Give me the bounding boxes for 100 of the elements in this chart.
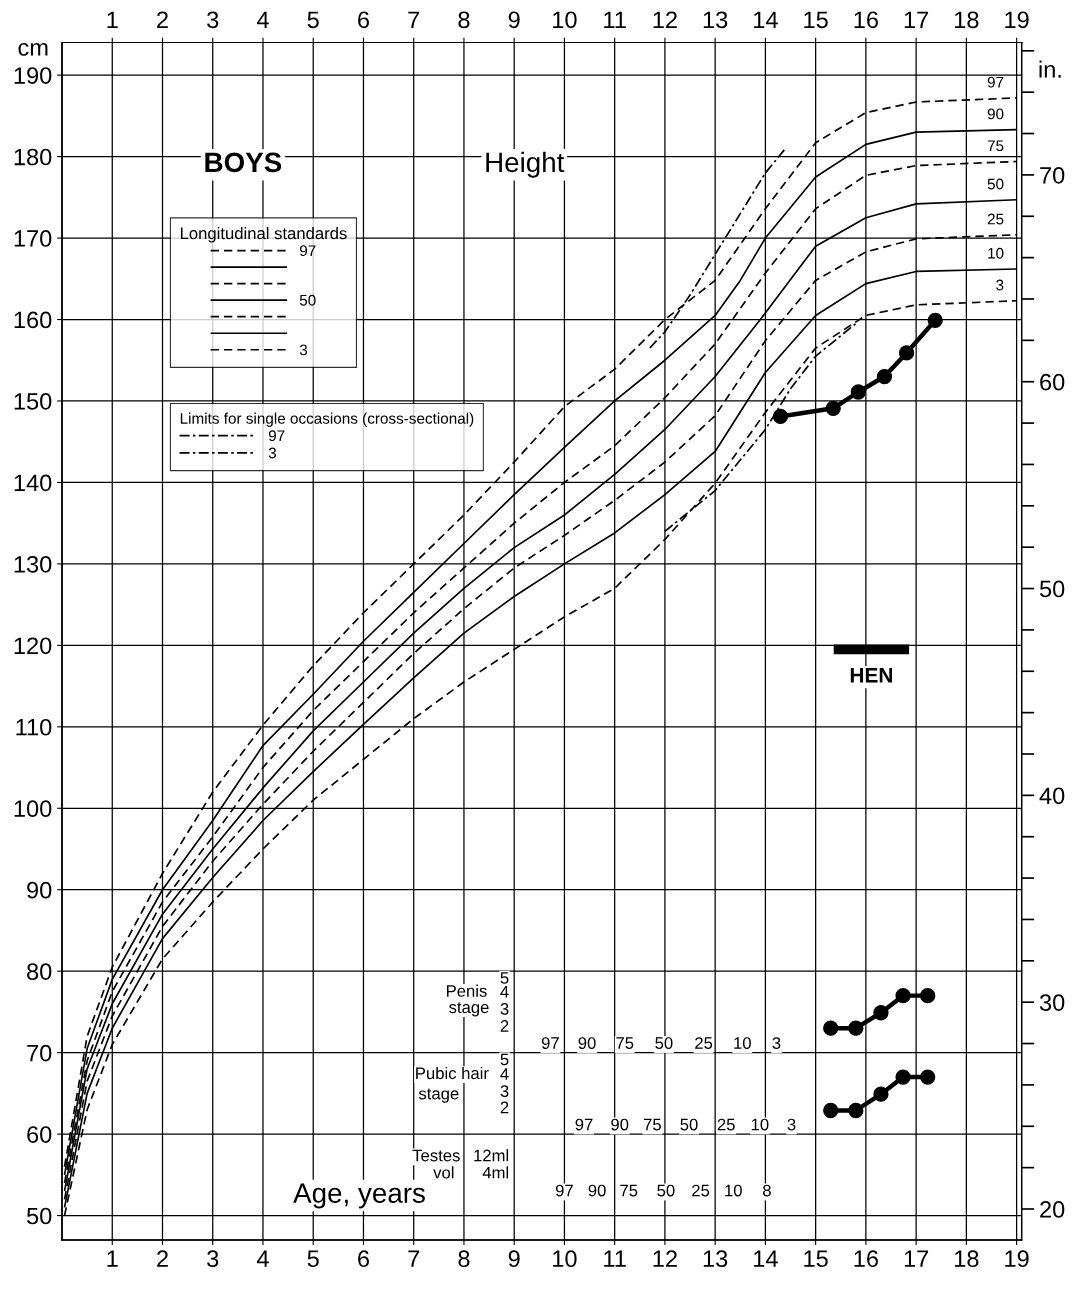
annotation: 3	[772, 1037, 781, 1049]
annotation: stage	[449, 1002, 489, 1017]
y-tick-label: 190	[14, 67, 52, 84]
x2-tick-label: 5	[307, 11, 319, 29]
series-label: HEN	[850, 668, 892, 683]
annotation: 5	[500, 1053, 509, 1066]
x2-tick-label: 3	[207, 11, 219, 29]
annotation: Pubic hair	[416, 1066, 489, 1080]
annotation: 3	[996, 279, 1004, 291]
x-tick-label: 9	[508, 1250, 520, 1268]
x2-tick-label: 10	[553, 11, 577, 29]
y-tick-label: 180	[14, 148, 52, 166]
x-tick-label: 7	[408, 1250, 420, 1267]
y2-tick-label: 30	[1039, 994, 1065, 1011]
annotation: 2	[500, 1101, 509, 1114]
annotation: 25	[717, 1118, 735, 1131]
annotation: 50	[655, 1037, 673, 1049]
y-tick-label: 70	[27, 1044, 52, 1062]
x-tick-label: 5	[307, 1250, 319, 1268]
x-axis-title: Age, years	[293, 1183, 425, 1209]
x2-tick-label: 2	[157, 11, 168, 28]
annotation: 10	[734, 1037, 751, 1049]
legend-label: 97	[268, 430, 285, 442]
x-tick-label: 14	[754, 1250, 778, 1267]
x2-tick-label: 17	[904, 11, 929, 28]
x-tick-label: 3	[207, 1250, 219, 1268]
annotation: 97	[575, 1118, 593, 1131]
x2-tick-label: 1	[107, 11, 118, 28]
y-tick-label: 160	[14, 311, 52, 329]
x2-tick-label: 9	[508, 11, 520, 29]
y-tick-label: 110	[16, 718, 52, 736]
legend-label: 3	[268, 447, 277, 459]
annotation: 4	[500, 1068, 509, 1080]
x-tick-label: 19	[1005, 1250, 1029, 1268]
x-tick-label: 12	[653, 1250, 677, 1267]
annotation: Height	[486, 151, 565, 178]
x-tick-label: 10	[553, 1250, 577, 1268]
x-tick-label: 11	[604, 1250, 626, 1267]
annotation: stage	[418, 1088, 459, 1103]
series-label: 75	[987, 140, 1004, 152]
annotation: 25	[692, 1184, 710, 1197]
y2-tick-label: 20	[1040, 1201, 1065, 1218]
annotation: 75	[616, 1037, 634, 1049]
x-tick-label: 4	[256, 1250, 269, 1267]
y2-tick-label: 50	[1039, 580, 1065, 598]
x2-tick-label: 8	[458, 11, 470, 29]
annotation: 97	[987, 76, 1004, 88]
series-label: 90	[987, 108, 1004, 120]
text: 50	[657, 1184, 675, 1197]
annotation: 3	[500, 1002, 509, 1015]
y-tick-label: 150	[14, 393, 52, 410]
annotation: 50	[987, 178, 1004, 190]
y-tick-label: 100	[14, 800, 52, 818]
y2-axis-title: in.	[1039, 60, 1061, 78]
x-tick-label: 18	[955, 1250, 979, 1268]
annotation: 25	[695, 1037, 713, 1049]
x2-tick-label: 13	[703, 11, 728, 29]
annotation: BOYS	[205, 152, 282, 173]
y-tick-label: 130	[14, 555, 52, 573]
y-tick-label: 120	[14, 637, 52, 655]
x-tick-label: 2	[157, 1250, 168, 1267]
y2-tick-label: 40	[1039, 787, 1065, 805]
annotation: 12ml	[474, 1149, 509, 1162]
x-tick-label: 16	[854, 1250, 878, 1268]
legend-title: Longitudinal standards	[180, 226, 347, 243]
y-tick-label: 170	[14, 230, 52, 247]
y2-tick-label: 70	[1040, 166, 1065, 184]
annotation: Testes	[412, 1149, 460, 1162]
annotation: 75	[643, 1118, 661, 1131]
y-tick-label: 140	[14, 474, 52, 492]
x-tick-label: 17	[904, 1250, 929, 1267]
x2-tick-label: 18	[955, 11, 979, 29]
y-axis-title: cm	[18, 42, 48, 56]
y-tick-label: 60	[27, 1126, 52, 1143]
x2-tick-label: 14	[754, 11, 778, 28]
legend-label: 50	[299, 294, 316, 306]
annotation: 75	[620, 1184, 638, 1197]
x2-tick-label: 4	[256, 11, 269, 28]
annotation: 90	[588, 1184, 606, 1197]
annotation: 4ml	[482, 1166, 509, 1179]
annotation: 10	[751, 1118, 769, 1131]
series-label: 10	[988, 247, 1004, 259]
y-tick-label: 80	[27, 963, 52, 980]
y2-tick-label: 60	[1040, 373, 1065, 391]
y-tick-label: 50	[26, 1207, 52, 1225]
legend-label: 97	[299, 245, 316, 257]
annotation: 3	[500, 1085, 509, 1098]
x2-tick-label: 7	[408, 11, 420, 28]
series-label: 25	[987, 213, 1004, 225]
annotation: 2	[500, 1020, 509, 1032]
x-tick-label: 6	[358, 1250, 369, 1268]
annotation: 90	[578, 1037, 596, 1049]
annotation: 8	[763, 1184, 771, 1197]
x-tick-label: 15	[804, 1250, 828, 1268]
x2-tick-label: 19	[1005, 11, 1029, 29]
x2-tick-label: 12	[653, 11, 677, 28]
x2-tick-label: 15	[804, 11, 828, 29]
annotation: 10	[725, 1184, 742, 1197]
annotation: Limits for single occasions (cross-sectional)	[180, 412, 474, 427]
legend-label: 3	[299, 344, 308, 356]
